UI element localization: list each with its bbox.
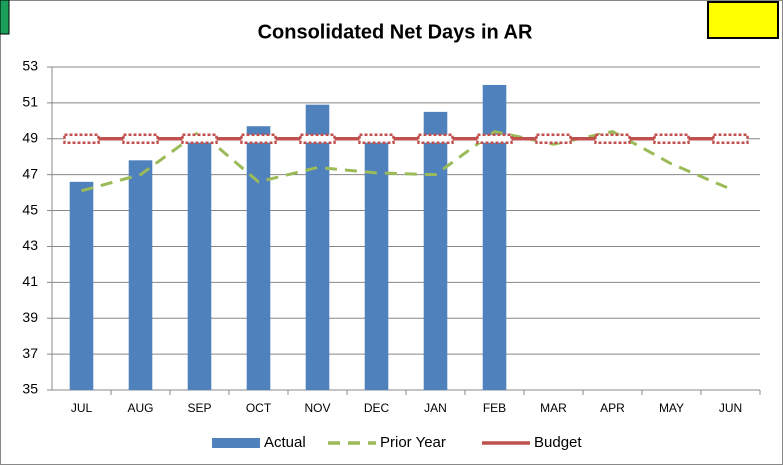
y-tick-label: 43	[22, 237, 38, 253]
corner-box	[707, 1, 779, 39]
marker	[712, 133, 749, 145]
bar	[305, 104, 330, 390]
x-tick-label: JUL	[71, 401, 93, 415]
marker	[122, 133, 159, 145]
chart-title: Consolidated Net Days in AR	[258, 21, 533, 43]
x-tick-label: MAR	[540, 401, 567, 415]
marker	[594, 133, 631, 145]
marker	[358, 133, 395, 145]
marker	[63, 133, 100, 145]
bar	[69, 181, 94, 390]
x-tick-label: OCT	[246, 401, 272, 415]
legend-label: Actual	[264, 434, 306, 451]
x-tick-label: AUG	[127, 401, 153, 415]
legend-swatch	[212, 438, 260, 448]
y-tick-label: 35	[22, 381, 38, 397]
y-tick-label: 45	[22, 201, 38, 217]
x-tick-label: MAY	[659, 401, 684, 415]
bar	[423, 111, 448, 390]
bar	[246, 126, 271, 390]
x-tick-label: JAN	[424, 401, 447, 415]
corner-box	[0, 0, 10, 35]
y-tick-label: 39	[22, 309, 38, 325]
marker	[417, 133, 454, 145]
marker	[653, 133, 690, 145]
legend-label: Prior Year	[380, 434, 446, 451]
x-tick-label: SEP	[187, 401, 211, 415]
bar	[187, 136, 212, 390]
y-tick-label: 53	[22, 58, 38, 74]
y-tick-label: 47	[22, 165, 38, 181]
x-tick-label: NOV	[304, 401, 330, 415]
marker	[299, 133, 336, 145]
y-tick-label: 51	[22, 94, 38, 110]
x-tick-label: APR	[600, 401, 625, 415]
x-tick-label: FEB	[483, 401, 506, 415]
y-tick-label: 49	[22, 129, 38, 145]
y-tick-label: 37	[22, 345, 38, 361]
bar	[482, 84, 507, 390]
x-tick-label: DEC	[364, 401, 390, 415]
bar	[128, 160, 153, 390]
marker	[240, 133, 277, 145]
marker	[181, 133, 218, 145]
legend-label: Budget	[534, 434, 582, 451]
bar	[364, 138, 389, 390]
marker	[476, 133, 513, 145]
y-tick-label: 41	[22, 273, 38, 289]
x-tick-label: JUN	[719, 401, 742, 415]
marker	[535, 133, 572, 145]
